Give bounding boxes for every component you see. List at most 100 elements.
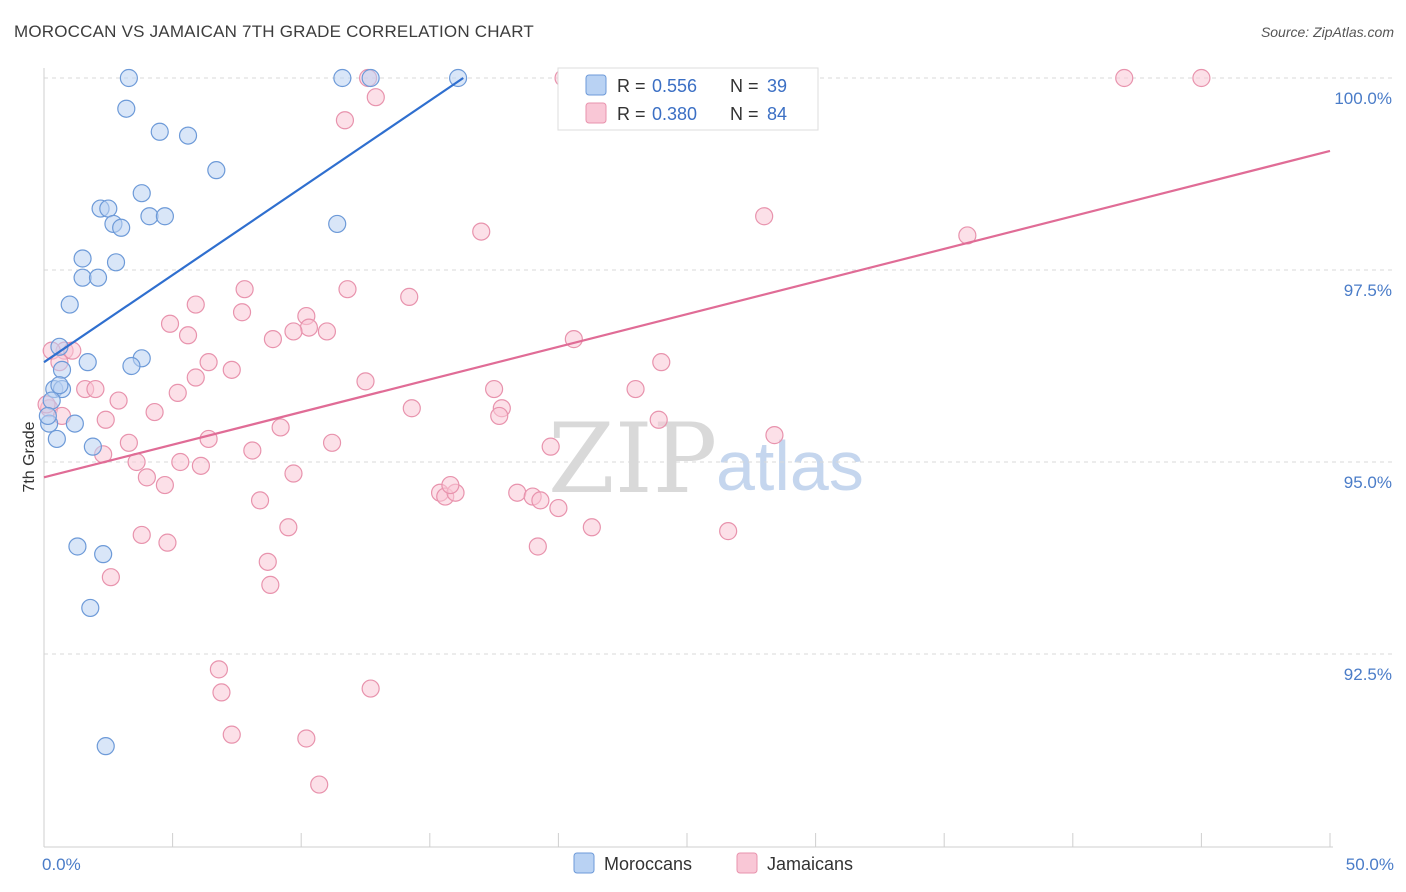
moroccan-point bbox=[50, 376, 69, 395]
bottom-legend-label-moroccans: Moroccans bbox=[604, 854, 692, 874]
jamaican-point bbox=[101, 568, 120, 587]
jamaican-point bbox=[178, 326, 198, 345]
jamaican-point bbox=[366, 88, 385, 107]
jamaican-point bbox=[402, 399, 421, 418]
jamaican-point bbox=[322, 433, 342, 452]
legend-n-value-moroccans: 39 bbox=[767, 76, 787, 96]
moroccan-point bbox=[73, 268, 92, 287]
jamaican-point bbox=[626, 379, 645, 399]
y-tick-labels: 100.0% 97.5% 95.0% 92.5% bbox=[1334, 89, 1392, 684]
jamaican-point bbox=[171, 452, 190, 472]
jamaican-point bbox=[209, 660, 228, 679]
gridlines bbox=[44, 77, 1392, 655]
moroccan-point bbox=[60, 295, 79, 314]
legend: R = 0.556 N = 39 R = 0.380 N = 84 bbox=[557, 67, 819, 131]
jamaican-point bbox=[263, 330, 283, 349]
jamaican-point bbox=[284, 464, 303, 483]
x-ticks bbox=[43, 833, 1331, 847]
jamaican-point bbox=[284, 322, 303, 341]
jamaican-point bbox=[549, 498, 568, 518]
jamaican-point bbox=[199, 353, 218, 372]
y-tick-label: 100.0% bbox=[1334, 89, 1392, 108]
jamaican-point bbox=[119, 433, 138, 452]
jamaican-point bbox=[191, 456, 210, 475]
jamaican-point bbox=[96, 410, 115, 429]
trend-lines bbox=[43, 77, 1331, 479]
jamaican-point bbox=[160, 314, 180, 333]
jamaican-point bbox=[1115, 68, 1134, 88]
legend-r-label-moroccans: R = bbox=[617, 76, 646, 96]
watermark: ZIP atlas bbox=[548, 403, 864, 515]
moroccan-point bbox=[106, 253, 126, 272]
jamaican-point bbox=[652, 353, 671, 372]
jamaican-point bbox=[250, 491, 270, 510]
jamaican-point bbox=[338, 280, 357, 299]
moroccan-point bbox=[65, 414, 84, 433]
moroccan-point bbox=[119, 68, 138, 88]
moroccan-point bbox=[132, 184, 151, 203]
jamaican-point bbox=[261, 575, 280, 594]
jamaican-point bbox=[168, 383, 187, 402]
jamaican-point bbox=[582, 518, 601, 537]
moroccan-point bbox=[117, 99, 136, 118]
jamaican-trend-line bbox=[43, 149, 1331, 479]
bottom-legend-swatch-moroccans bbox=[573, 852, 595, 874]
jamaican-point bbox=[299, 318, 319, 337]
jamaican-point bbox=[765, 426, 784, 445]
jamaican-point bbox=[649, 410, 668, 429]
moroccan-point bbox=[178, 126, 198, 145]
moroccan-points bbox=[38, 68, 468, 756]
jamaican-point bbox=[232, 303, 252, 322]
moroccan-point bbox=[207, 161, 226, 180]
jamaican-point bbox=[400, 287, 419, 306]
jamaican-point bbox=[755, 207, 774, 226]
moroccan-point bbox=[88, 268, 108, 287]
moroccan-point bbox=[83, 437, 102, 456]
jamaican-point bbox=[145, 402, 164, 422]
jamaican-point bbox=[317, 322, 337, 341]
legend-n-label-jamaicans: N = bbox=[730, 104, 759, 124]
x-tick-label: 0.0% bbox=[42, 855, 81, 874]
watermark-atlas: atlas bbox=[716, 427, 864, 505]
moroccan-point bbox=[112, 218, 131, 237]
jamaican-point bbox=[137, 468, 156, 487]
moroccan-point bbox=[42, 391, 61, 410]
bottom-legend-swatch-jamaicans bbox=[736, 852, 758, 874]
jamaican-point bbox=[472, 222, 491, 241]
x-tick-label: 50.0% bbox=[1346, 855, 1394, 874]
moroccan-point bbox=[150, 122, 169, 141]
moroccan-trend-line bbox=[43, 77, 464, 364]
jamaican-point bbox=[310, 775, 329, 794]
moroccan-point bbox=[99, 199, 118, 218]
moroccan-point bbox=[96, 737, 115, 756]
moroccan-point bbox=[155, 207, 174, 226]
moroccan-point bbox=[68, 537, 87, 556]
jamaican-point bbox=[356, 372, 375, 391]
moroccan-point bbox=[328, 214, 347, 234]
moroccan-point bbox=[47, 429, 66, 449]
y-axis-title: 7th Grade bbox=[21, 421, 38, 492]
jamaican-point bbox=[271, 418, 290, 437]
chart-title: MOROCCAN VS JAMAICAN 7TH GRADE CORRELATI… bbox=[14, 22, 534, 41]
legend-swatch-jamaicans bbox=[585, 102, 607, 124]
y-tick-label: 92.5% bbox=[1344, 665, 1392, 684]
jamaican-point bbox=[158, 533, 177, 552]
jamaican-point bbox=[222, 360, 241, 379]
legend-n-label-moroccans: N = bbox=[730, 76, 759, 96]
moroccan-point bbox=[94, 545, 113, 564]
jamaican-point bbox=[186, 368, 205, 387]
jamaican-point bbox=[155, 475, 174, 495]
jamaican-point bbox=[186, 295, 205, 314]
jamaican-point bbox=[222, 725, 241, 744]
jamaican-point bbox=[297, 729, 316, 748]
legend-n-value-jamaicans: 84 bbox=[767, 104, 787, 124]
watermark-zip: ZIP bbox=[548, 403, 717, 515]
jamaican-point bbox=[528, 537, 547, 556]
jamaican-point bbox=[279, 518, 298, 537]
jamaican-point bbox=[1192, 68, 1211, 88]
moroccan-point bbox=[73, 249, 92, 268]
jamaican-point bbox=[132, 525, 151, 545]
moroccan-point bbox=[140, 207, 159, 226]
jamaican-point bbox=[86, 379, 105, 399]
